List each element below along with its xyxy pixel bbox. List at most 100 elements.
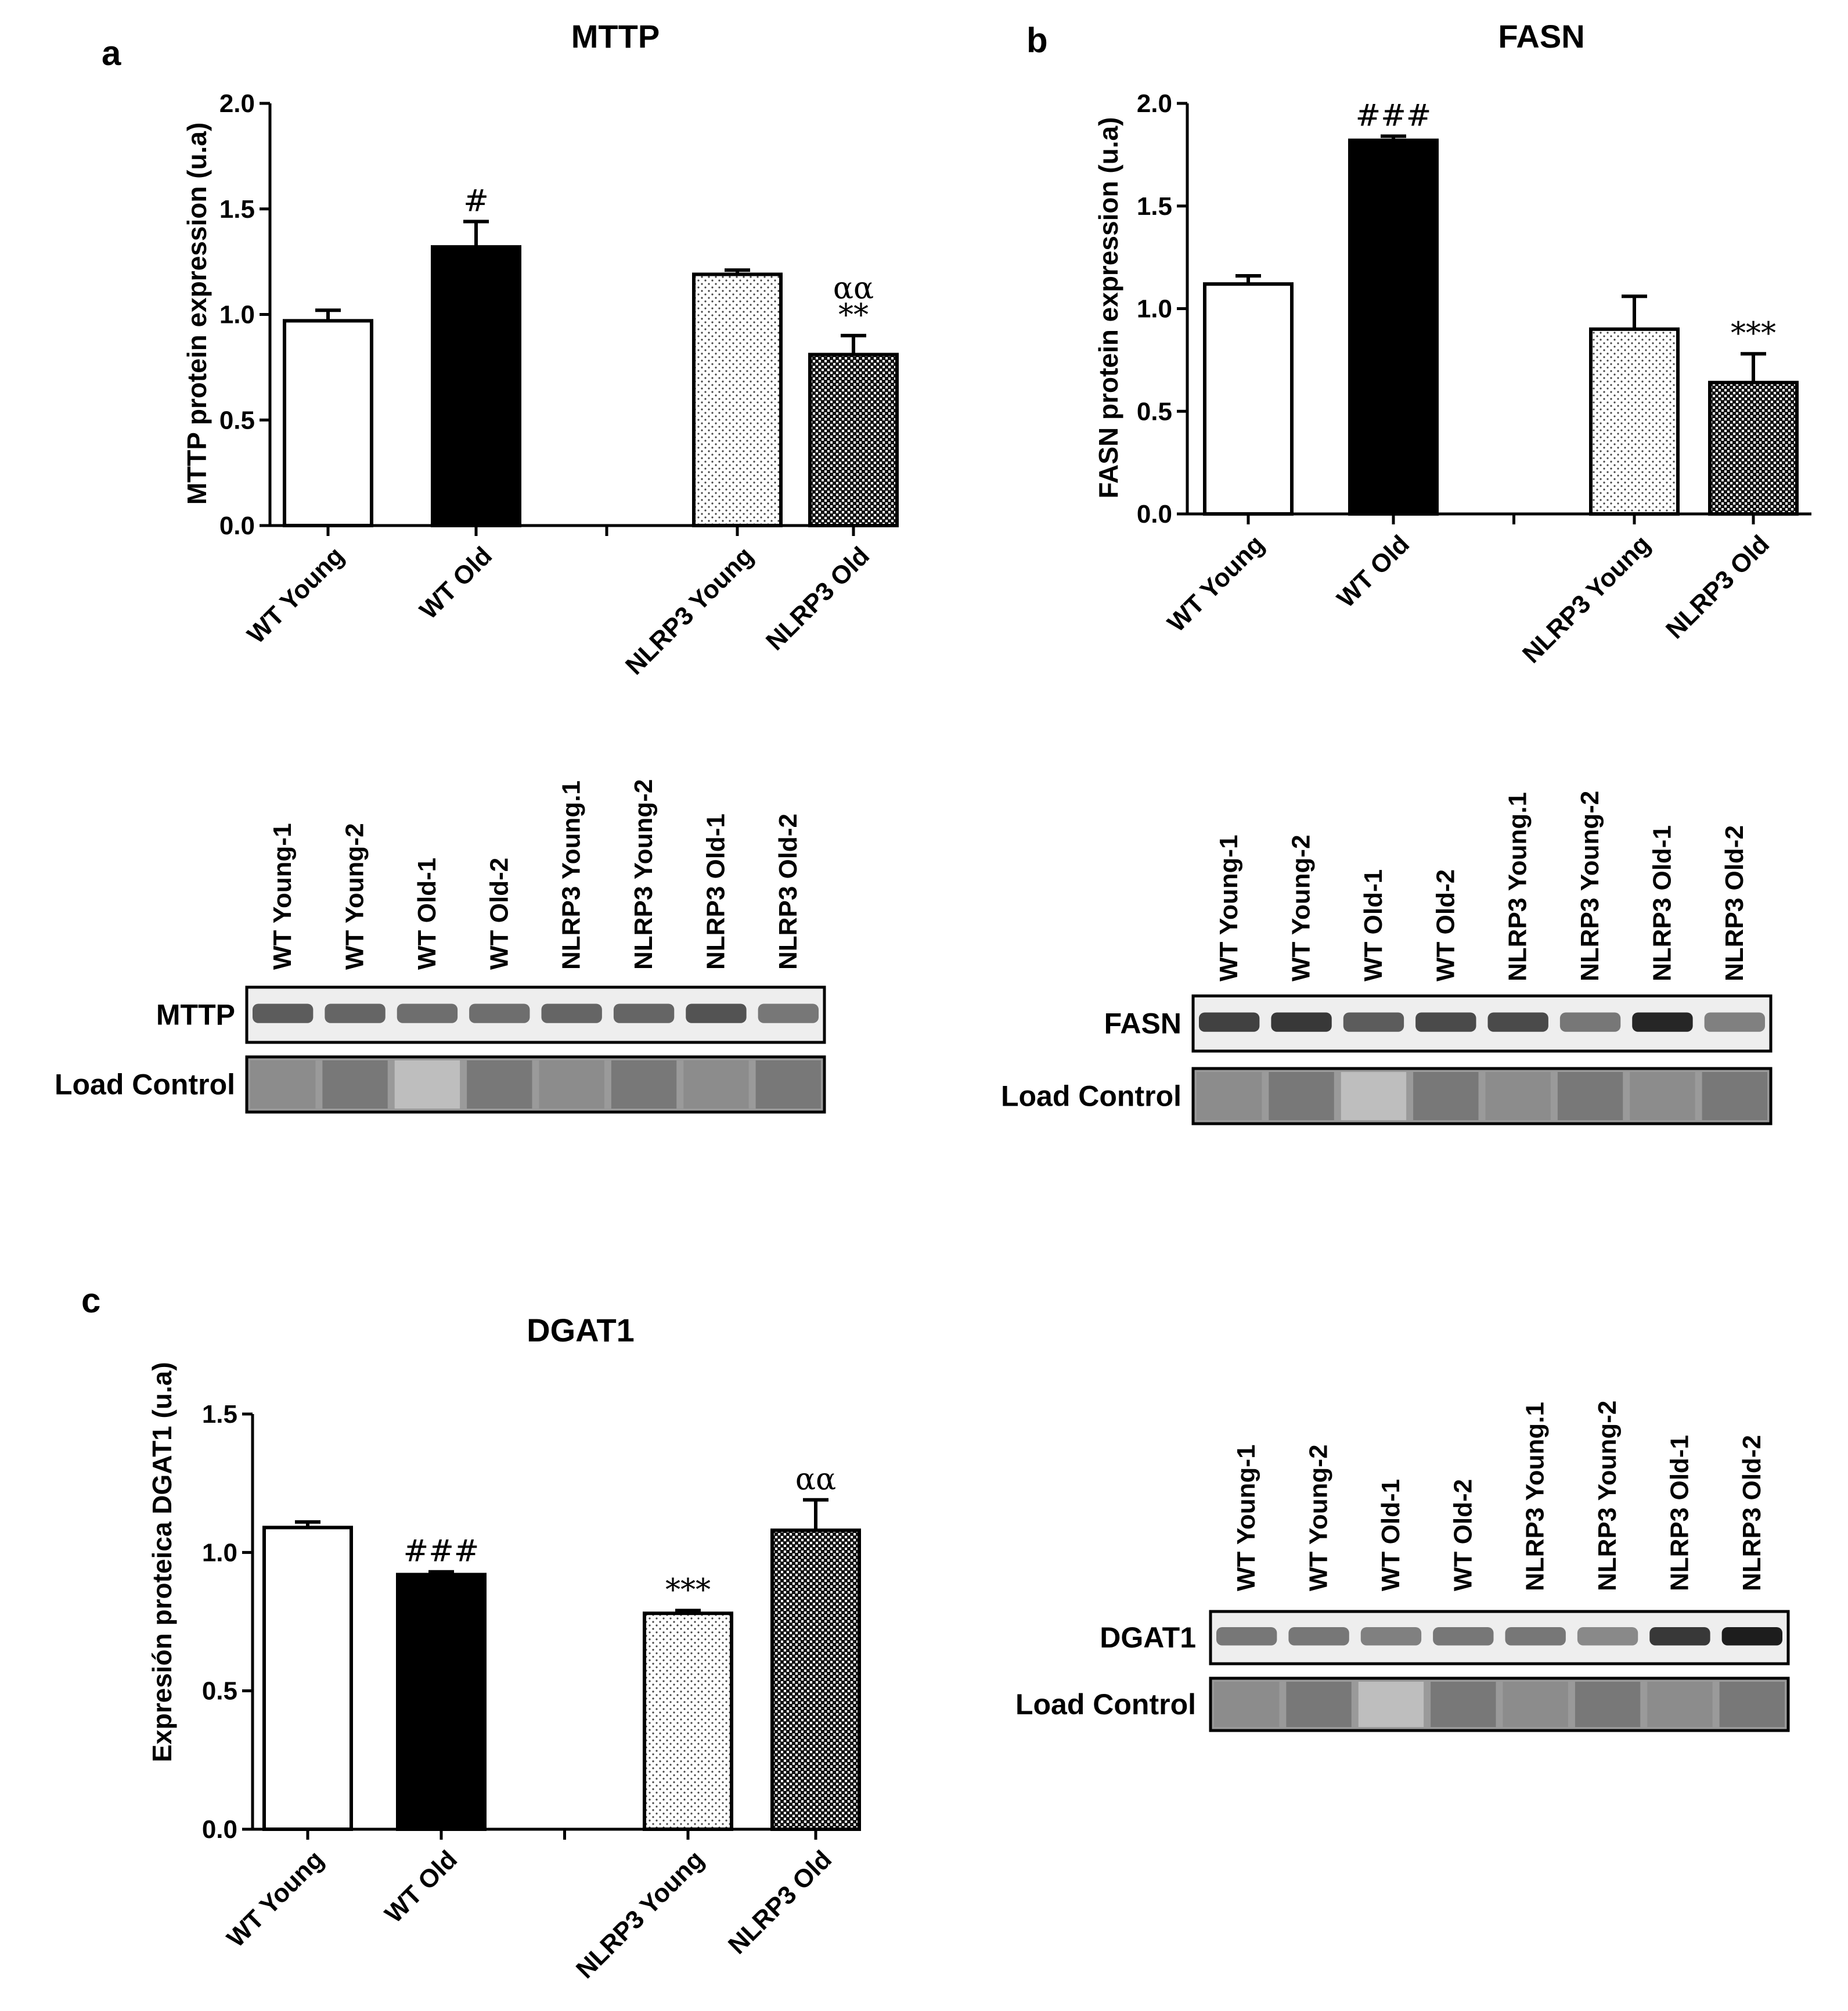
target-row-label: DGAT1 (1100, 1621, 1196, 1654)
y-tick-label: 1.0 (1137, 295, 1172, 323)
control-lane (1575, 1682, 1641, 1727)
control-lane (250, 1060, 316, 1109)
lane-labels: WT Young-1 WT Young-2 WT Old-1 WT Old-2 … (1215, 791, 1749, 981)
y-tick-label: 0.0 (219, 512, 255, 540)
lane-label: WT Old-2 (1431, 869, 1460, 981)
bar-nlrp3-old (770, 1528, 861, 1831)
y-tick-label: 2.0 (219, 89, 255, 118)
blot-band (1559, 1012, 1621, 1032)
lane-label: NLRP3 Old-2 (1738, 1435, 1766, 1591)
control-lane (1341, 1072, 1407, 1120)
lane-label: NLRP3 Old-1 (1648, 825, 1676, 981)
bar-wt-young (283, 319, 373, 528)
panel-letter: c (81, 1281, 100, 1320)
lane-label: WT Old-1 (1377, 1479, 1405, 1591)
control-lane (1413, 1072, 1479, 1120)
y-tick-label: 0.5 (219, 406, 255, 434)
x-category-label: NLRP3 Old (761, 541, 875, 656)
chart-title: FASN (1498, 18, 1584, 55)
control-lane (1630, 1072, 1695, 1120)
significance-label: αα (795, 1462, 836, 1497)
control-lane (611, 1060, 677, 1109)
blot-band (1649, 1627, 1710, 1646)
blot-band (1632, 1012, 1693, 1032)
significance-label: ** (838, 298, 869, 333)
control-lane (755, 1060, 821, 1109)
lane-label: WT Old-1 (413, 858, 441, 970)
blot-band (1433, 1627, 1494, 1646)
blot-band (325, 1003, 386, 1023)
lane-label: NLRP3 Old-2 (774, 814, 802, 970)
blot-band (1577, 1627, 1638, 1646)
significance-label: *** (1731, 316, 1776, 351)
lane-label: WT Young-2 (1287, 834, 1316, 981)
control-lane (1503, 1682, 1568, 1727)
lane-label: NLRP3 Young-2 (1593, 1401, 1622, 1591)
blot-band (397, 1003, 458, 1023)
x-category-label: WT Young (242, 541, 350, 649)
control-lane (467, 1060, 532, 1109)
blot-band (613, 1003, 675, 1023)
bar-nlrp3-young (1589, 327, 1680, 516)
bar-nlrp3-old (808, 352, 899, 527)
western-blot-c: WT Young-1 WT Young-2 WT Old-1 WT Old-2 … (1015, 1401, 1790, 1732)
chart-title: MTTP (571, 18, 660, 55)
plot-area: 0.0 0.5 1.0 1.5 WT Young ### WT Old *** NLRP3 Yo… (202, 1400, 861, 1984)
x-category-label: WT Young (1162, 530, 1270, 638)
control-row-label: Load Control (1001, 1080, 1181, 1113)
control-lane (1269, 1072, 1334, 1120)
blot-band (1505, 1627, 1566, 1646)
lane-label: NLRP3 Young.1 (557, 780, 586, 970)
chart-title: DGAT1 (527, 1312, 635, 1348)
x-category-label: WT Old (380, 1845, 463, 1929)
x-category-label: NLRP3 Young (1517, 530, 1656, 668)
blot-strips (1209, 1610, 1790, 1732)
x-category-label: NLRP3 Young (571, 1845, 709, 1984)
lane-label: NLRP3 Young-2 (1576, 791, 1604, 981)
control-lane (1197, 1072, 1262, 1120)
lane-label: NLRP3 Old-1 (701, 814, 730, 970)
plot-area: 0.0 0.5 1.0 1.5 2.0 WT Young # WT Old NLRP3 Youn… (219, 89, 899, 681)
x-category-label: NLRP3 Old (723, 1845, 837, 1959)
panel-letter: a (102, 34, 121, 73)
chart-panel-b: b FASN FASN protein expression (u.a) 0.0… (1026, 18, 1811, 669)
panel-letter: b (1026, 21, 1048, 60)
lane-label: WT Young-1 (268, 823, 297, 970)
significance-label: # (463, 184, 489, 219)
control-lane (1719, 1682, 1785, 1727)
chart-panel-c: c DGAT1 Expresión proteica DGAT1 (u.a) 0… (81, 1281, 861, 1984)
blot-band (1360, 1627, 1422, 1646)
bar-nlrp3-old (1708, 380, 1799, 516)
bar-wt-young (262, 1526, 353, 1831)
control-lane (539, 1060, 604, 1109)
y-tick-label: 0.0 (202, 1815, 237, 1844)
control-lane (1702, 1072, 1767, 1120)
bar-wt-young (1203, 282, 1294, 516)
lane-label: NLRP3 Old-2 (1720, 825, 1749, 981)
control-lane (1485, 1072, 1551, 1120)
blot-band (1721, 1627, 1782, 1646)
blot-band (1199, 1012, 1260, 1032)
y-tick-label: 1.0 (202, 1538, 237, 1567)
lane-label: NLRP3 Young.1 (1521, 1402, 1550, 1591)
y-axis-label: MTTP protein expression (u.a) (182, 123, 212, 505)
blot-band (758, 1003, 819, 1023)
lane-label: WT Young-2 (341, 823, 369, 970)
blot-band (1216, 1627, 1277, 1646)
lane-label: WT Young-2 (1305, 1444, 1333, 1591)
lane-label: WT Young-1 (1215, 834, 1243, 981)
y-tick-label: 1.0 (219, 301, 255, 329)
lane-labels: WT Young-1 WT Young-2 WT Old-1 WT Old-2 … (1232, 1401, 1766, 1591)
bar-wt-old (396, 1573, 487, 1831)
control-lane (1358, 1682, 1424, 1727)
blot-band (1704, 1012, 1765, 1032)
x-category-label: NLRP3 Young (620, 541, 759, 680)
y-axis-label: FASN protein expression (u.a) (1093, 117, 1123, 499)
target-row-label: FASN (1104, 1008, 1181, 1040)
target-row-label: MTTP (156, 999, 235, 1031)
control-lane (683, 1060, 749, 1109)
bar-nlrp3-young (643, 1611, 733, 1831)
blot-band (1343, 1012, 1404, 1032)
blot-band (1415, 1012, 1476, 1032)
